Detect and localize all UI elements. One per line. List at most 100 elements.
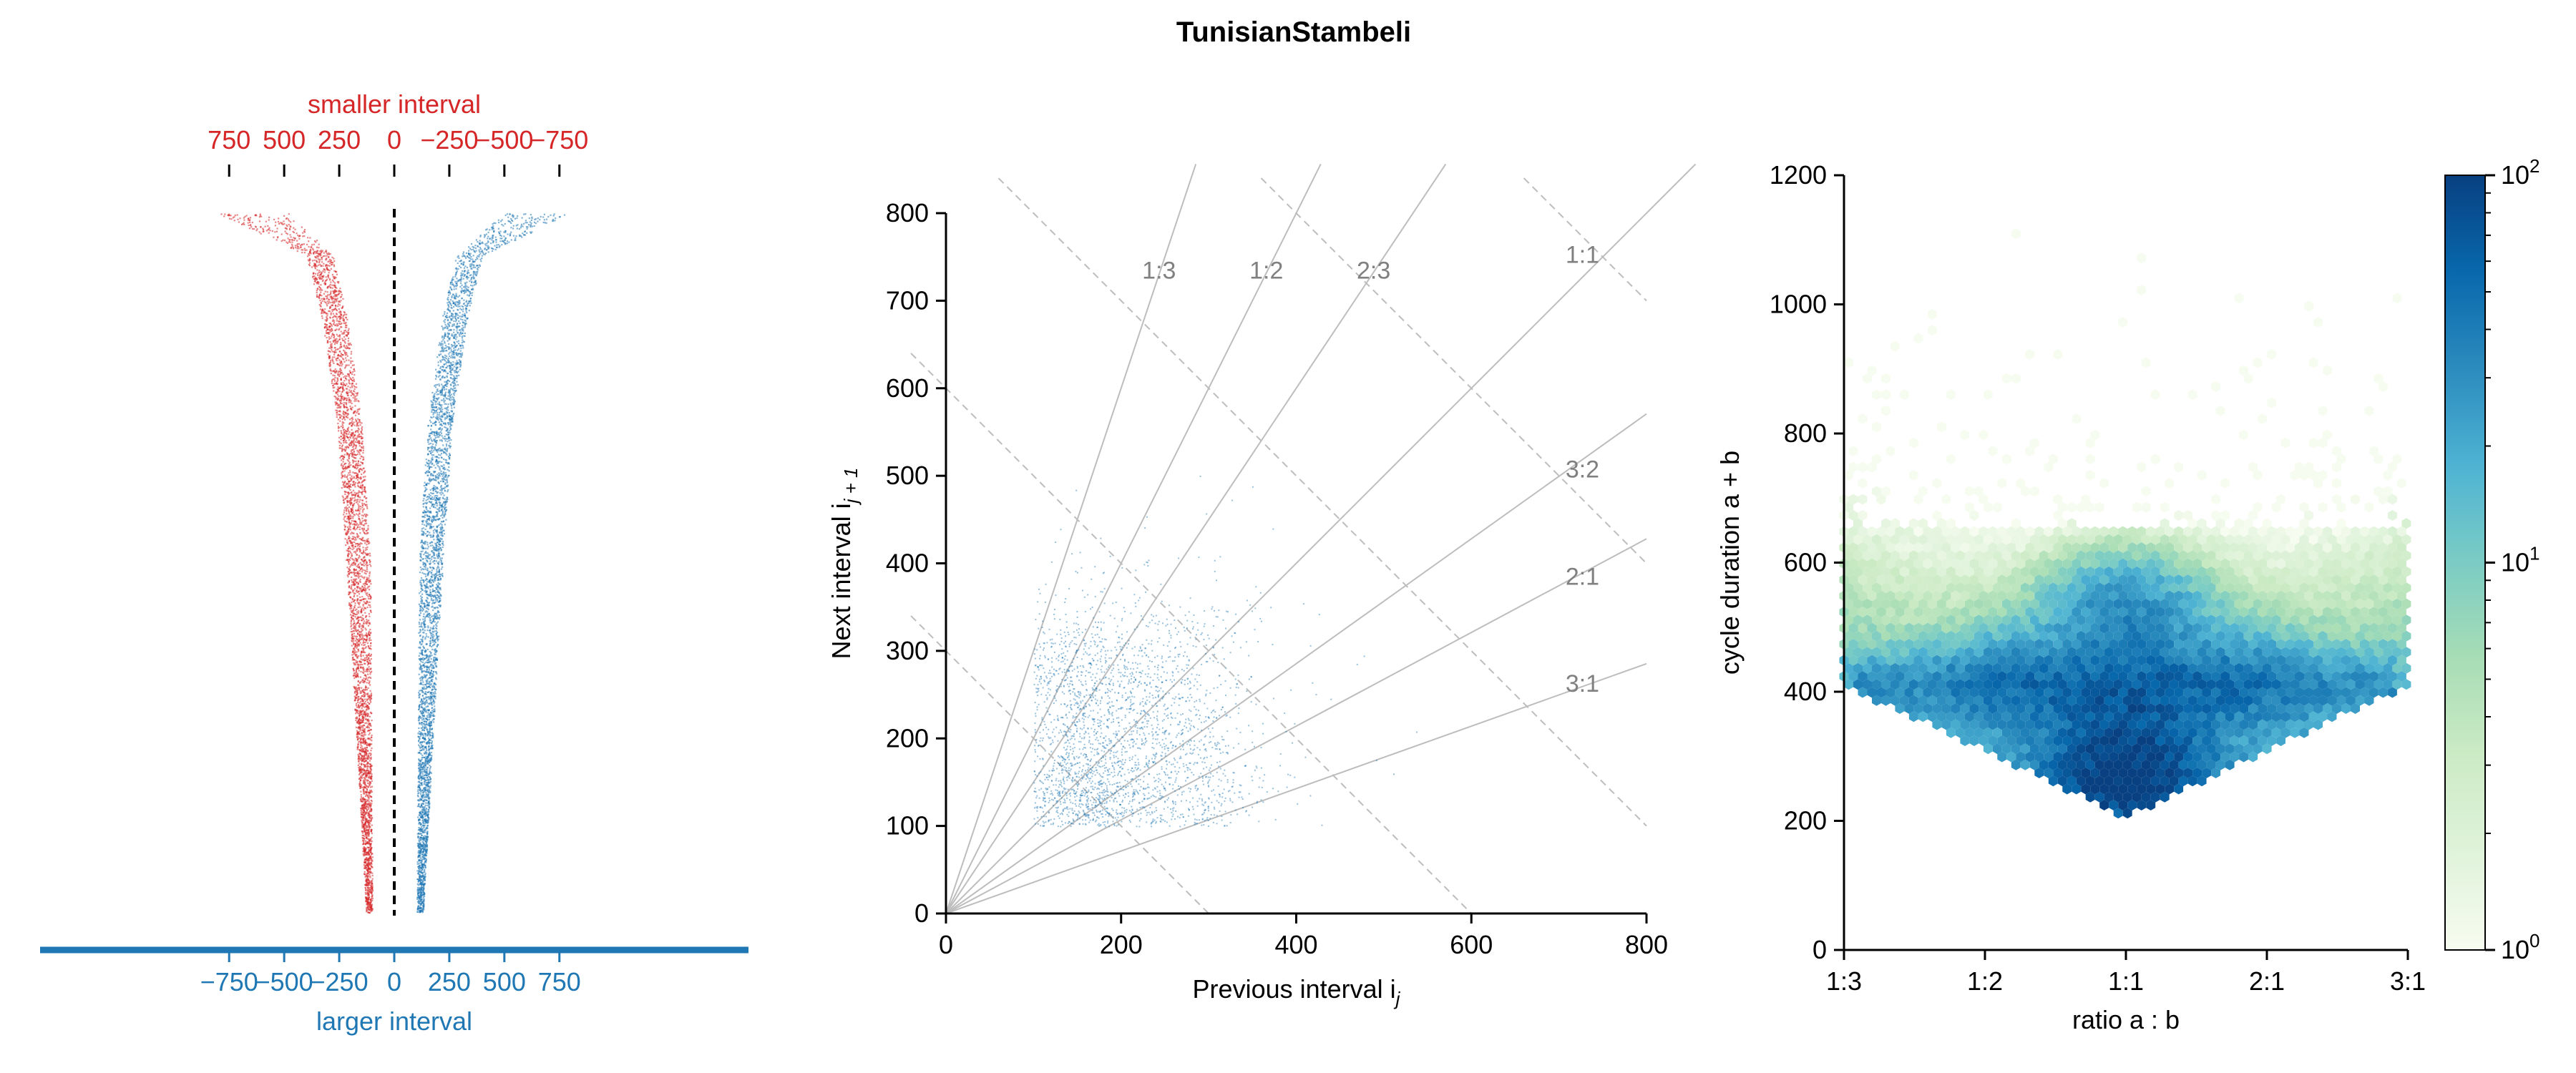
p1-point-smaller: [330, 301, 332, 303]
p1-point-smaller: [358, 440, 361, 442]
p1-point-smaller: [368, 813, 370, 815]
p1-point-smaller: [328, 332, 330, 334]
p1-point-smaller: [355, 457, 357, 459]
p1-point-smaller: [351, 651, 353, 654]
p1-point-smaller: [364, 802, 366, 804]
p1-point-smaller: [341, 487, 343, 489]
p1-point-smaller: [335, 340, 337, 343]
p1-point-smaller: [345, 416, 348, 418]
p1-point-larger: [446, 376, 448, 378]
p1-point-smaller: [367, 886, 369, 888]
p1-point-smaller: [361, 703, 364, 705]
p1-point-larger: [531, 217, 533, 220]
p1-point-smaller: [356, 748, 358, 750]
p1-point-smaller: [357, 544, 359, 546]
p1-point-smaller: [371, 694, 373, 696]
p1-point-larger: [444, 321, 446, 323]
p1-point-smaller: [362, 603, 364, 606]
p1-point-smaller: [343, 411, 346, 413]
p1-point-smaller: [369, 792, 371, 794]
p1-point-smaller: [371, 847, 373, 849]
p1-point-smaller: [344, 384, 346, 386]
p1-point-smaller: [355, 446, 357, 448]
p1-point-smaller: [363, 677, 365, 680]
p1-point-smaller: [354, 398, 356, 401]
p1-point-smaller: [344, 446, 346, 449]
p1-point-smaller: [338, 335, 341, 338]
p1-point-smaller: [361, 596, 364, 598]
p1-point-smaller: [326, 328, 328, 330]
p1-point-smaller: [366, 898, 369, 901]
p1-point-smaller: [366, 679, 369, 681]
p1-point-smaller: [358, 755, 360, 758]
p1-point-smaller: [370, 596, 372, 598]
p1-point-smaller: [357, 720, 359, 722]
p1-point-smaller: [369, 604, 371, 607]
p1-point-smaller: [325, 313, 328, 315]
p1-point-smaller: [362, 476, 364, 478]
p1-point-smaller: [359, 730, 361, 732]
p1-point-smaller: [348, 516, 351, 519]
p1-point-smaller: [360, 667, 362, 669]
p1-point-smaller: [368, 806, 370, 808]
p1-point-smaller: [275, 221, 277, 223]
p1-point-smaller: [365, 748, 367, 750]
p1-point-smaller: [351, 635, 353, 637]
p1-point-smaller: [358, 773, 361, 775]
p1-point-smaller: [356, 499, 358, 501]
p1-point-smaller: [355, 569, 357, 571]
p1-point-smaller: [369, 896, 371, 898]
p1-point-smaller: [342, 456, 344, 458]
p1-point-smaller: [354, 444, 356, 446]
p1-point-smaller: [357, 524, 359, 526]
p1-point-smaller: [347, 548, 349, 550]
p1-point-smaller: [366, 746, 368, 749]
p1-point-smaller: [345, 506, 347, 508]
p1-point-smaller: [302, 235, 304, 237]
p1-point-smaller: [358, 753, 361, 755]
p1-point-smaller: [366, 864, 369, 866]
p1-point-larger: [420, 676, 422, 679]
p1-point-smaller: [355, 710, 358, 712]
p1-point-smaller: [358, 715, 361, 717]
p1-point-smaller: [316, 260, 318, 262]
p1-point-smaller: [359, 721, 361, 723]
p1-point-smaller: [368, 577, 370, 579]
p1-point-larger: [491, 226, 493, 228]
p1-point-smaller: [350, 344, 352, 346]
p1-point-smaller: [230, 215, 232, 217]
p1-point-smaller: [333, 280, 335, 283]
p1-point-smaller: [352, 397, 354, 399]
p1-point-smaller: [363, 847, 365, 849]
p1-point-larger: [475, 274, 477, 276]
p1-point-smaller: [336, 320, 338, 322]
p1-point-smaller: [355, 635, 357, 637]
p1-point-smaller: [356, 687, 358, 690]
p1-point-smaller: [370, 583, 372, 585]
p1-point-smaller: [341, 307, 343, 309]
p1-point-smaller: [223, 215, 225, 217]
p1-point-larger: [423, 766, 425, 768]
p1-point-larger: [418, 869, 420, 872]
p1-point-larger: [468, 295, 470, 297]
p1-point-smaller: [358, 719, 361, 721]
p1-point-smaller: [349, 497, 351, 499]
p1-point-smaller: [330, 290, 332, 293]
p1-point-smaller: [248, 227, 250, 230]
p1-point-smaller: [349, 607, 351, 609]
p1-point-larger: [436, 554, 438, 556]
p1-point-larger: [436, 413, 439, 416]
p1-point-smaller: [352, 461, 354, 464]
p1-point-smaller: [350, 587, 352, 589]
p1-point-smaller: [356, 635, 358, 637]
p1-point-smaller: [342, 381, 344, 383]
p1-point-smaller: [360, 491, 362, 494]
p1-point-smaller: [370, 865, 372, 867]
p1-point-smaller: [362, 740, 364, 742]
p1-point-smaller: [371, 874, 374, 877]
p1-point-smaller: [365, 806, 367, 808]
p1-point-smaller: [355, 460, 357, 462]
p1-point-smaller: [341, 450, 343, 452]
p1-point-smaller: [353, 650, 356, 652]
p1-point-larger: [431, 569, 433, 572]
